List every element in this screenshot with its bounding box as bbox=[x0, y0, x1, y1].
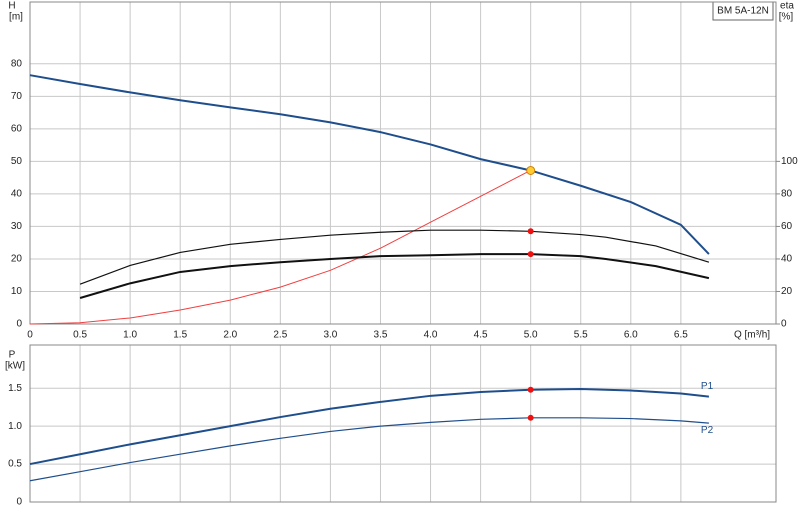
duty-point bbox=[527, 414, 534, 421]
duty-point bbox=[527, 251, 534, 258]
y-tick-label: 70 bbox=[11, 91, 23, 102]
y-unit: [kW] bbox=[5, 361, 25, 372]
y-unit: [m] bbox=[9, 12, 23, 23]
y2-label: eta bbox=[780, 1, 794, 12]
x-tick-label: 3.5 bbox=[374, 330, 388, 341]
y-tick-label: 0 bbox=[16, 497, 22, 508]
y2-tick-label: 20 bbox=[781, 286, 793, 297]
curve bbox=[29, 169, 531, 325]
x-label: Q [m³/h] bbox=[734, 330, 770, 341]
x-tick-label: 3.0 bbox=[323, 330, 337, 341]
y-tick-label: 50 bbox=[11, 156, 23, 167]
y2-tick-label: 0 bbox=[781, 319, 787, 330]
x-tick-label: 2.5 bbox=[273, 330, 287, 341]
x-tick-label: 5.0 bbox=[524, 330, 538, 341]
y-tick-label: 1.5 bbox=[8, 383, 22, 394]
x-tick-label: 5.5 bbox=[574, 330, 588, 341]
y2-tick-label: 60 bbox=[781, 221, 793, 232]
y-tick-label: 40 bbox=[11, 189, 23, 200]
curve bbox=[79, 253, 710, 299]
x-tick-label: 0 bbox=[27, 330, 33, 341]
y-label: P bbox=[9, 350, 16, 361]
duty-point bbox=[527, 386, 534, 393]
curve bbox=[29, 417, 709, 482]
curve bbox=[79, 229, 710, 285]
y2-unit: [%] bbox=[779, 12, 794, 23]
series-label: P2 bbox=[701, 425, 714, 436]
y2-tick-label: 40 bbox=[781, 254, 793, 265]
y-tick-label: 10 bbox=[11, 286, 23, 297]
duty-point bbox=[526, 165, 536, 175]
x-tick-label: 1.0 bbox=[123, 330, 137, 341]
x-tick-label: 4.0 bbox=[424, 330, 438, 341]
chart-title: BM 5A-12N bbox=[717, 6, 769, 17]
x-tick-label: 2.0 bbox=[223, 330, 237, 341]
x-tick-label: 4.5 bbox=[474, 330, 488, 341]
y-tick-label: 30 bbox=[11, 221, 23, 232]
y-tick-label: 80 bbox=[11, 58, 23, 69]
y2-tick-label: 100 bbox=[781, 156, 798, 167]
duty-point bbox=[527, 228, 534, 235]
x-tick-label: 1.5 bbox=[173, 330, 187, 341]
series-label: P1 bbox=[701, 381, 714, 392]
y-label: H bbox=[8, 1, 15, 12]
y-tick-label: 1.0 bbox=[8, 421, 22, 432]
y-tick-label: 20 bbox=[11, 254, 23, 265]
x-tick-label: 0.5 bbox=[73, 330, 87, 341]
y-tick-label: 60 bbox=[11, 123, 23, 134]
x-tick-label: 6.5 bbox=[674, 330, 688, 341]
plot-frame bbox=[29, 344, 777, 503]
y-tick-label: 0.5 bbox=[8, 459, 22, 470]
y2-tick-label: 80 bbox=[781, 189, 793, 200]
curve bbox=[29, 74, 710, 255]
plot-frame bbox=[29, 1, 777, 325]
y-tick-label: 0 bbox=[16, 319, 22, 330]
curve bbox=[29, 387, 710, 466]
x-tick-label: 6.0 bbox=[624, 330, 638, 341]
